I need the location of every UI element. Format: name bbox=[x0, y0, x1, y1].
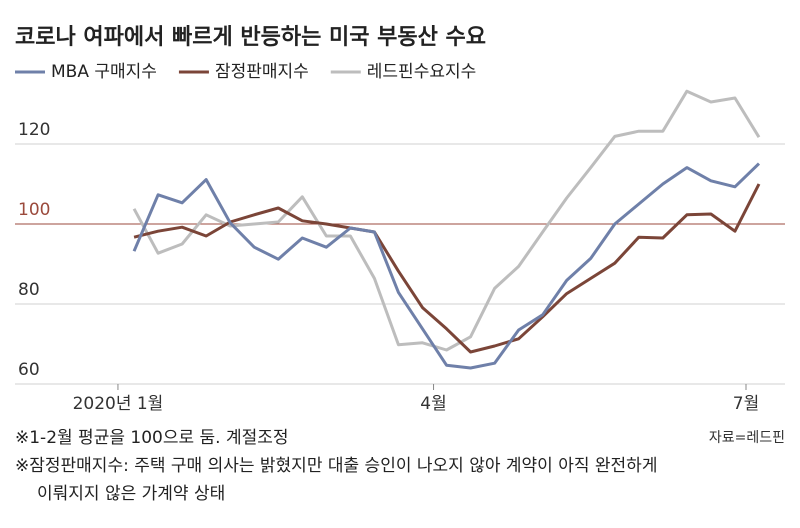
y-tick-label: 120 bbox=[18, 120, 50, 140]
y-tick-label: 80 bbox=[18, 280, 40, 300]
footnote: ※1-2월 평균을 100으로 둠. 계절조정 bbox=[15, 428, 289, 448]
footnote: ※잠정판매지수: 주택 구매 의사는 밝혔지만 대출 승인이 나오지 않아 계약… bbox=[15, 456, 657, 476]
footnote: 이뤄지지 않은 가계약 상태 bbox=[37, 484, 225, 504]
x-tick-label: 7월 bbox=[733, 394, 759, 414]
x-tick-label: 2020년 1월 bbox=[73, 394, 164, 414]
x-tick-label: 4월 bbox=[420, 394, 446, 414]
legend-label: MBA 구매지수 bbox=[51, 62, 157, 82]
source: 자료=레드핀 bbox=[709, 430, 785, 446]
data-line bbox=[132, 89, 761, 352]
y-tick-label: 100 bbox=[18, 200, 50, 220]
legend-label: 레드핀수요지수 bbox=[367, 62, 476, 82]
data-line bbox=[133, 183, 761, 354]
chart-title: 코로나 여파에서 빠르게 반등하는 미국 부동산 수요 bbox=[15, 25, 486, 50]
y-tick-label: 60 bbox=[18, 360, 40, 380]
legend-label: 잠정판매지수 bbox=[215, 62, 309, 82]
data-line bbox=[132, 162, 761, 370]
